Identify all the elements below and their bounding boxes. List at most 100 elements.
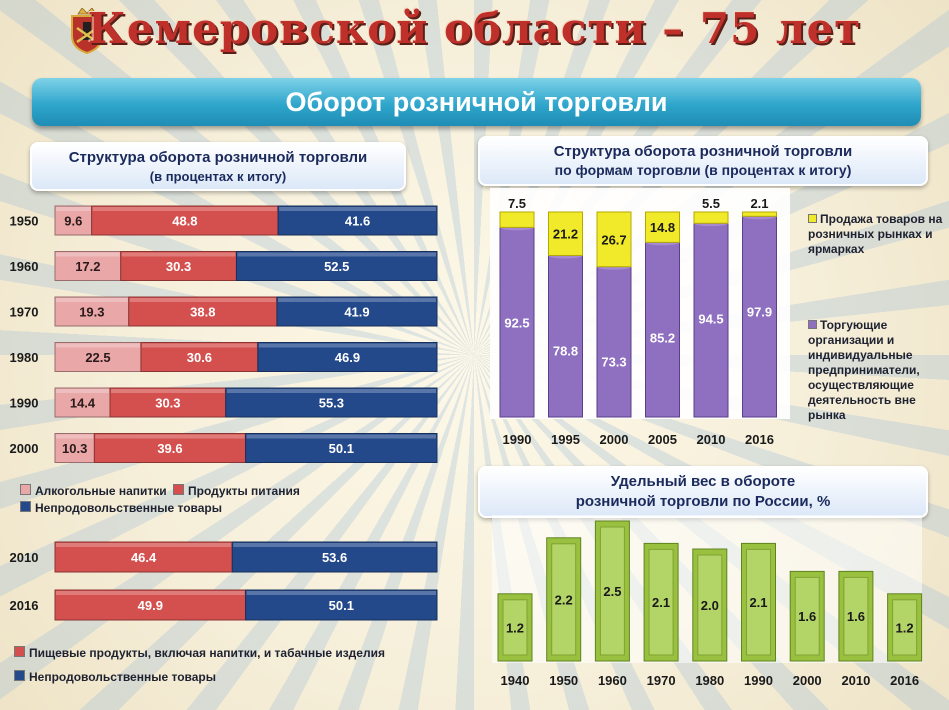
structure-bar-segment [235, 251, 438, 281]
share-year-label: 1990 [744, 673, 773, 688]
structure-year-label: 1980 [10, 350, 39, 365]
share-bar-inner [794, 576, 820, 656]
legend-item-food: Продукты питания [173, 484, 300, 498]
organizations-data-label: 92.5 [504, 315, 529, 330]
share-year-label: 2016 [890, 673, 919, 688]
structure2-data-label: 49.9 [138, 598, 163, 613]
share-year-label: 1940 [501, 673, 530, 688]
structure-data-label: 41.9 [344, 305, 369, 320]
structure-data-label: 52.5 [324, 259, 349, 274]
organizations-data-label: 85.2 [650, 330, 675, 345]
structure-data-label: 55.3 [319, 396, 344, 411]
share-bar-inner [697, 554, 723, 656]
legend-item-nonfood-2: Непродовольственные товары [14, 670, 385, 684]
structure-year-label: 2000 [10, 441, 39, 456]
organizations-data-label: 78.8 [553, 343, 578, 358]
share-data-label: 2.5 [603, 584, 621, 599]
share-bar-inner [599, 526, 625, 656]
structure-bar-segment [93, 433, 247, 463]
structure-year-label: 1960 [10, 259, 39, 274]
forms-year-label: 1990 [503, 432, 532, 447]
organizations-bar [742, 215, 777, 418]
structure-bar-highlight [121, 252, 236, 257]
left-chart-title-box: Структура оборота розничной торговли (в … [30, 142, 406, 191]
share-data-label: 2.1 [652, 595, 670, 610]
structure-bar-highlight [56, 343, 140, 348]
structure-data-label: 22.5 [85, 350, 110, 365]
organizations-data-label: 97.9 [747, 304, 772, 319]
structure2-bar-highlight [56, 543, 232, 547]
structure-data-label: 10.3 [62, 441, 87, 456]
structure-bar-highlight [95, 434, 245, 439]
organizations-bar [645, 241, 680, 418]
structure-bar-highlight [111, 389, 225, 393]
structure2-bar-segment [54, 589, 247, 621]
structure-bar-highlight [56, 434, 94, 439]
left-chart-title: Структура оборота розничной торговли [68, 149, 368, 166]
coat-of-arms-emblem [71, 8, 103, 54]
structure-bar-highlight [226, 389, 436, 393]
structure-bar-segment [277, 205, 438, 236]
structure-data-label: 39.6 [157, 441, 182, 456]
structure-data-label: 17.2 [75, 259, 100, 274]
structure-data-label: 48.8 [172, 214, 197, 229]
market-data-label: 26.7 [601, 232, 626, 247]
market-bar [596, 211, 632, 268]
structure2-bar-segment [245, 589, 438, 621]
market-data-label: 21.2 [553, 227, 578, 242]
structure-bar-segment [54, 433, 95, 463]
structure-data-label: 9.6 [64, 214, 82, 229]
organizations-bar [693, 222, 729, 418]
structure2-bar-highlight [233, 543, 436, 547]
structure-bar-segment [120, 251, 237, 281]
structure-bar-segment [54, 342, 142, 372]
market-data-label: 2.1 [750, 196, 768, 211]
structure-bar-segment [140, 342, 259, 372]
forms-of-trade-chart: 92.5 7.5 1990 78.8 21.2 1995 73.3 26.7 2000 85.2 1… [490, 188, 790, 447]
share-chart-subtitle: розничной торговли по России, % [575, 493, 831, 510]
market-data-label: 7.5 [508, 196, 526, 211]
share-data-label: 1.6 [798, 609, 816, 624]
share-data-label: 1.2 [506, 620, 524, 635]
structure-bar-highlight [56, 207, 91, 211]
left-legend-1: Алкогольные напитки Продукты питания Неп… [20, 484, 300, 515]
structure-bar-segment [245, 433, 438, 463]
organizations-bar [548, 254, 583, 418]
share-year-label: 2000 [793, 673, 822, 688]
share-data-label: 2.1 [749, 595, 767, 610]
structure-bar-segment [276, 296, 438, 327]
structure2-data-label: 46.4 [131, 550, 157, 565]
legend-item-food-incl-tobacco: Пищевые продукты, включая напитки, и таб… [14, 646, 385, 660]
forms-year-label: 1995 [551, 432, 580, 447]
share-bar-inner [551, 543, 577, 656]
structure2-bar-highlight [246, 591, 436, 595]
structure-bar-segment [109, 387, 227, 418]
structure-bar-highlight [56, 298, 128, 302]
structure-chart-1950-2000: 1950 9.6 48.8 41.6 1960 17.2 30.3 52.5 1970 19.3 3… [10, 205, 438, 463]
market-bar [742, 211, 777, 217]
share-chart-title-box: Удельный вес в обороте розничной торговл… [478, 466, 928, 518]
forms-year-label: 2000 [600, 432, 629, 447]
structure-chart-2010-2016: 2010 46.4 53.6 2016 49.9 50.1 [10, 541, 438, 621]
forms-chart-subtitle: по формам торговли (в процентах к итогу) [554, 162, 852, 178]
legend-organizations: Торгующие организации и индивидуальные п… [808, 318, 920, 422]
market-bar [499, 211, 535, 228]
organizations-bar [499, 226, 535, 418]
structure-data-label: 41.6 [345, 214, 370, 229]
market-data-label: 14.8 [650, 220, 675, 235]
structure-bar-highlight [92, 207, 278, 211]
structure-bar-highlight [141, 343, 257, 348]
organizations-data-label: 73.3 [601, 355, 626, 370]
structure-bar-highlight [246, 434, 436, 439]
structure2-data-label: 50.1 [329, 598, 354, 613]
share-year-label: 2010 [841, 673, 870, 688]
market-bar [548, 211, 583, 256]
legend-item-nonfood: Непродовольственные товары [20, 501, 300, 515]
left-legend-2: Пищевые продукты, включая напитки, и таб… [14, 646, 385, 684]
forms-chart-title: Структура оборота розничной торговли [553, 143, 853, 160]
share-year-label: 1950 [549, 673, 578, 688]
structure-data-label: 30.6 [187, 350, 212, 365]
structure-data-label: 30.3 [166, 259, 191, 274]
structure-bar-highlight [56, 389, 110, 393]
left-chart-subtitle: (в процентах к итогу) [149, 169, 287, 184]
